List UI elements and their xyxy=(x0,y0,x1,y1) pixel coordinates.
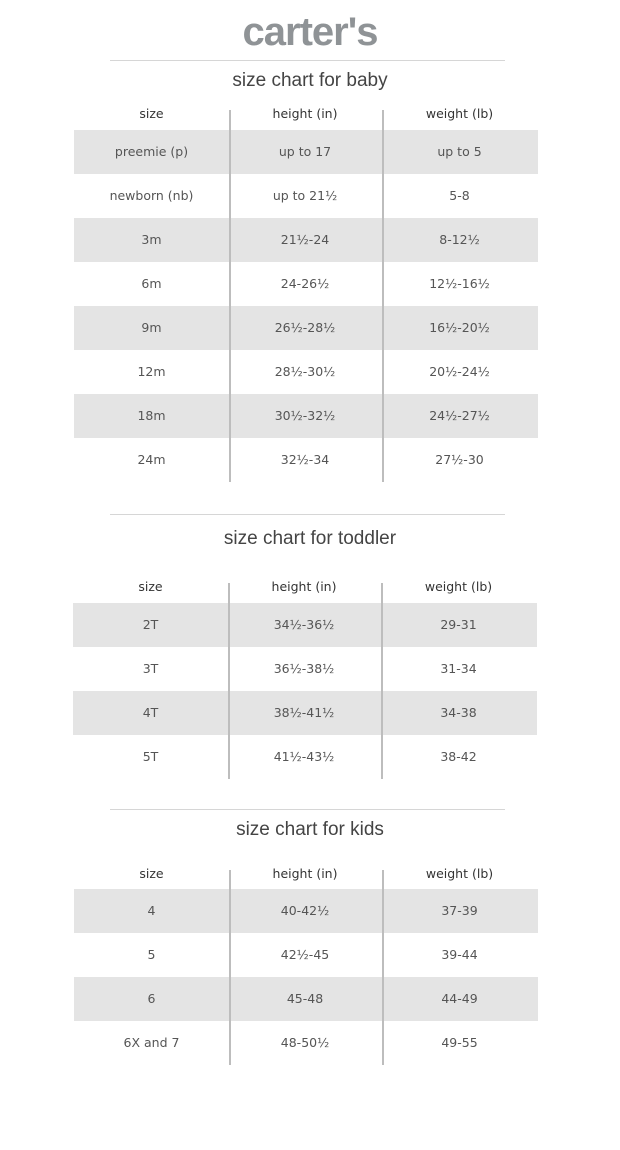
table-row: newborn (nb) up to 21½ 5-8 xyxy=(74,174,538,218)
section-divider xyxy=(110,60,505,61)
cell-weight: 20½-24½ xyxy=(429,364,490,379)
table-row: 4 40-42½ 37-39 xyxy=(74,889,538,933)
column-header-weight: weight (lb) xyxy=(425,106,494,121)
cell-size: 12m xyxy=(137,364,166,379)
table-row: 3T 36½-38½ 31-34 xyxy=(73,647,537,691)
table-row: 18m 30½-32½ 24½-27½ xyxy=(74,394,538,438)
cell-weight: 38-42 xyxy=(440,749,477,764)
toddler-chart-title: size chart for toddler xyxy=(223,528,397,549)
cell-height: 41½-43½ xyxy=(273,749,335,764)
cell-height: 26½-28½ xyxy=(274,320,336,335)
cell-height: 30½-32½ xyxy=(274,408,336,423)
cell-weight: 39-44 xyxy=(441,947,478,962)
table-row: 9m 26½-28½ 16½-20½ xyxy=(74,306,538,350)
cell-weight: 5-8 xyxy=(449,188,470,203)
table-row: 5T 41½-43½ 38-42 xyxy=(73,735,537,779)
cell-weight: 34-38 xyxy=(440,705,477,720)
cell-weight: 27½-30 xyxy=(435,452,484,467)
cell-size: newborn (nb) xyxy=(109,188,194,203)
cell-size: 4 xyxy=(147,903,156,918)
cell-size: 2T xyxy=(142,617,159,632)
cell-size: preemie (p) xyxy=(114,144,189,159)
cell-weight: 12½-16½ xyxy=(429,276,490,291)
table-row: 6 45-48 44-49 xyxy=(74,977,538,1021)
cell-height: 34½-36½ xyxy=(273,617,335,632)
section-divider xyxy=(110,809,505,810)
column-header-height: height (in) xyxy=(272,866,338,881)
cell-weight: 44-49 xyxy=(441,991,478,1006)
cell-weight: 37-39 xyxy=(441,903,478,918)
cell-size: 5 xyxy=(147,947,156,962)
cell-weight: 8-12½ xyxy=(439,232,480,247)
section-divider xyxy=(110,514,505,515)
baby-chart-title: size chart for baby xyxy=(232,70,388,91)
cell-height: 36½-38½ xyxy=(273,661,335,676)
cell-height: up to 17 xyxy=(278,144,332,159)
cell-height: 42½-45 xyxy=(280,947,330,962)
table-row: 24m 32½-34 27½-30 xyxy=(74,438,538,482)
cell-height: 40-42½ xyxy=(280,903,330,918)
column-header-weight: weight (lb) xyxy=(424,579,493,594)
column-header-size: size xyxy=(139,106,164,121)
cell-size: 5T xyxy=(142,749,159,764)
cell-height: 38½-41½ xyxy=(273,705,335,720)
kids-chart-title: size chart for kids xyxy=(236,819,384,840)
cell-height: 32½-34 xyxy=(280,452,330,467)
baby-size-table: size height (in) weight (lb) preemie (p) up … xyxy=(74,102,538,482)
column-divider xyxy=(229,110,231,482)
column-divider xyxy=(229,870,231,1065)
table-row: 3m 21½-24 8-12½ xyxy=(74,218,538,262)
column-header-height: height (in) xyxy=(272,106,338,121)
toddler-size-table: size height (in) weight (lb) 2T 34½-36½ 29-31… xyxy=(73,575,537,779)
carters-logo: carter's xyxy=(242,10,379,54)
table-row: preemie (p) up to 17 up to 5 xyxy=(74,130,538,174)
cell-height: 21½-24 xyxy=(280,232,330,247)
column-header-size: size xyxy=(138,579,163,594)
cell-height: up to 21½ xyxy=(272,188,338,203)
column-divider xyxy=(382,110,384,482)
cell-size: 4T xyxy=(142,705,159,720)
table-row: 12m 28½-30½ 20½-24½ xyxy=(74,350,538,394)
cell-height: 28½-30½ xyxy=(274,364,336,379)
cell-height: 24-26½ xyxy=(280,276,330,291)
cell-size: 24m xyxy=(137,452,166,467)
column-header-weight: weight (lb) xyxy=(425,866,494,881)
cell-weight: 31-34 xyxy=(440,661,477,676)
table-row: 5 42½-45 39-44 xyxy=(74,933,538,977)
cell-weight: 16½-20½ xyxy=(429,320,490,335)
column-divider xyxy=(382,870,384,1065)
table-row: 4T 38½-41½ 34-38 xyxy=(73,691,537,735)
table-row: 6X and 7 48-50½ 49-55 xyxy=(74,1021,538,1065)
column-header-size: size xyxy=(139,866,164,881)
cell-weight: 49-55 xyxy=(441,1035,478,1050)
cell-height: 45-48 xyxy=(286,991,324,1006)
cell-size: 3m xyxy=(141,232,162,247)
cell-size: 6X and 7 xyxy=(123,1035,180,1050)
cell-size: 9m xyxy=(141,320,162,335)
cell-size: 3T xyxy=(142,661,159,676)
cell-weight: 24½-27½ xyxy=(429,408,490,423)
cell-size: 6 xyxy=(147,991,156,1006)
cell-size: 6m xyxy=(141,276,162,291)
cell-height: 48-50½ xyxy=(280,1035,330,1050)
table-row: 2T 34½-36½ 29-31 xyxy=(73,603,537,647)
table-row: 6m 24-26½ 12½-16½ xyxy=(74,262,538,306)
column-divider xyxy=(228,583,230,779)
cell-size: 18m xyxy=(137,408,166,423)
cell-weight: up to 5 xyxy=(437,144,482,159)
cell-weight: 29-31 xyxy=(440,617,477,632)
column-header-height: height (in) xyxy=(271,579,337,594)
column-divider xyxy=(381,583,383,779)
kids-size-table: size height (in) weight (lb) 4 40-42½ 37-39 5 4… xyxy=(74,862,538,1065)
